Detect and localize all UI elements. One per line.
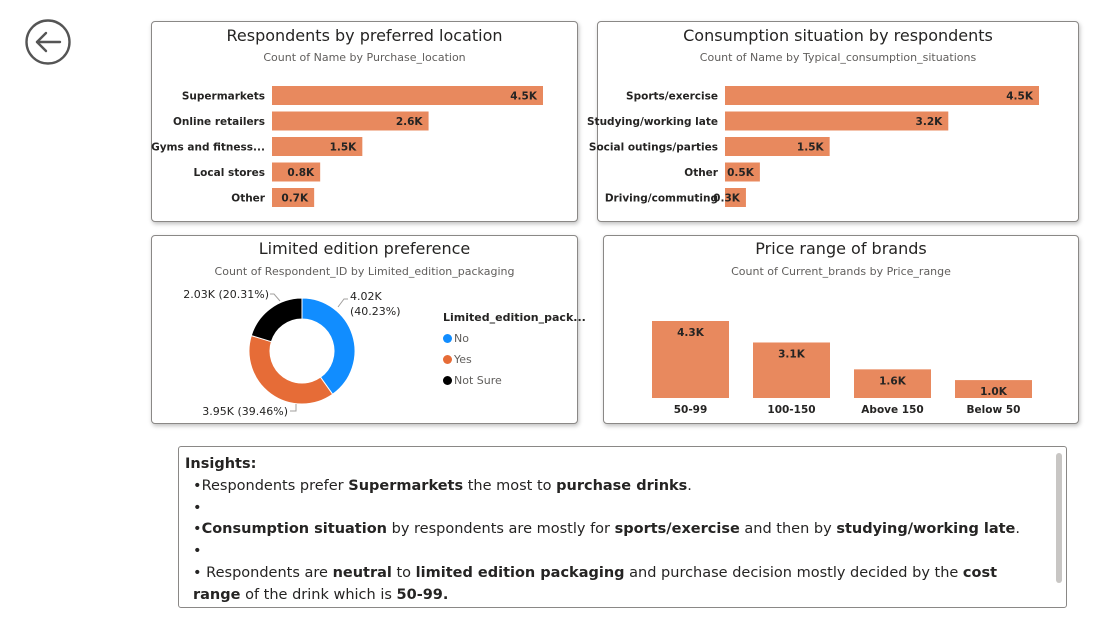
bar[interactable] bbox=[725, 137, 830, 156]
leader-line bbox=[290, 404, 297, 412]
legend-label: No bbox=[454, 332, 469, 345]
category-label: Local stores bbox=[193, 167, 265, 179]
limited-edition-chart-card[interactable]: Limited edition preference Count of Resp… bbox=[151, 235, 586, 424]
data-label: 0.7K bbox=[281, 193, 309, 205]
data-label: 2.6K bbox=[396, 116, 424, 128]
donut-slice[interactable] bbox=[250, 297, 303, 343]
category-label: 100-150 bbox=[767, 404, 815, 416]
chart-legend: Limited_edition_pack... No Yes Not Sure bbox=[443, 311, 586, 395]
consumption-bar-chart: Sports/exercise 4.5K Studying/working late… bbox=[587, 86, 1039, 207]
limited-edition-donut-chart: 4.02K (40.23%) 3.95K (39.46%) 2.03K (20.31%… bbox=[183, 288, 401, 418]
data-label: 3.2K bbox=[916, 116, 944, 128]
price-range-column-chart: 4.3K 50-99 3.1K 100-150 1.6K Above 150 1.0K Bel… bbox=[652, 321, 1032, 416]
category-label: Driving/commuting bbox=[605, 193, 718, 205]
category-label: Social outings/parties bbox=[589, 142, 718, 154]
data-label: 0.8K bbox=[287, 167, 315, 179]
legend-title: Limited_edition_pack... bbox=[443, 311, 586, 324]
chart-subtitle: Count of Respondent_ID by Limited_editio… bbox=[214, 265, 515, 278]
insight-item: •Respondents prefer Supermarkets the mos… bbox=[193, 477, 692, 494]
consumption-chart-card[interactable]: Consumption situation by respondents Cou… bbox=[587, 21, 1079, 222]
category-label: 50-99 bbox=[674, 404, 708, 416]
category-label: Below 50 bbox=[967, 404, 1021, 416]
bar[interactable] bbox=[272, 111, 429, 131]
data-label: 1.6K bbox=[879, 375, 907, 387]
data-label: 3.95K (39.46%) bbox=[202, 405, 288, 418]
location-chart-card[interactable]: Respondents by preferred location Count … bbox=[151, 21, 578, 222]
column-bar[interactable] bbox=[753, 342, 830, 398]
category-label: Other bbox=[684, 167, 719, 179]
data-label: 1.5K bbox=[797, 142, 825, 154]
chart-title: Consumption situation by respondents bbox=[683, 26, 993, 45]
legend-label: Yes bbox=[454, 353, 472, 366]
legend-item-no[interactable]: No bbox=[443, 332, 586, 345]
chart-title: Limited edition preference bbox=[258, 239, 471, 258]
category-label: Above 150 bbox=[861, 404, 923, 416]
bar[interactable] bbox=[272, 188, 315, 207]
bar[interactable] bbox=[725, 86, 1039, 105]
bar[interactable] bbox=[725, 111, 949, 131]
chart-subtitle: Count of Name by Typical_consumption_sit… bbox=[699, 51, 977, 64]
data-label: 4.5K bbox=[510, 91, 538, 103]
data-label: 1.0K bbox=[980, 386, 1008, 398]
data-label: 4.02K (40.23%) bbox=[350, 290, 401, 318]
category-label: Other bbox=[231, 193, 266, 205]
legend-dot-icon bbox=[443, 334, 452, 343]
donut-slice[interactable] bbox=[248, 334, 334, 405]
data-label: 3.1K bbox=[778, 348, 806, 360]
column-bar[interactable] bbox=[854, 369, 931, 398]
legend-item-yes[interactable]: Yes bbox=[443, 353, 586, 366]
bar[interactable] bbox=[725, 162, 760, 182]
data-label: 2.03K (20.31%) bbox=[183, 288, 269, 301]
legend-dot-icon bbox=[443, 355, 452, 364]
bar[interactable] bbox=[272, 86, 543, 105]
chart-subtitle: Count of Current_brands by Price_range bbox=[731, 265, 951, 278]
insights-title: Insights: bbox=[185, 456, 257, 472]
category-label: Studying/working late bbox=[587, 116, 718, 128]
column-bar[interactable] bbox=[955, 380, 1032, 398]
insights-box: Insights: •Respondents prefer Supermarke… bbox=[178, 446, 1067, 608]
scrollbar[interactable] bbox=[1056, 453, 1062, 583]
leader-line bbox=[270, 293, 281, 302]
category-label: Supermarkets bbox=[182, 91, 265, 103]
bar[interactable] bbox=[272, 137, 363, 156]
legend-label: Not Sure bbox=[454, 374, 502, 387]
insight-item: • bbox=[193, 499, 202, 516]
legend-dot-icon bbox=[443, 376, 452, 385]
location-bar-chart: Supermarkets 4.5K Online retailers 2.6K Gyms… bbox=[151, 86, 543, 207]
insight-item: •Consumption situation by respondents ar… bbox=[193, 521, 1020, 538]
legend-item-not-sure[interactable]: Not Sure bbox=[443, 374, 586, 387]
data-label: 1.5K bbox=[330, 142, 358, 154]
data-label: 4.3K bbox=[677, 327, 705, 339]
chart-subtitle: Count of Name by Purchase_location bbox=[263, 51, 466, 64]
column-bar[interactable] bbox=[652, 321, 729, 398]
insight-item: • Respondents are neutral to limited edi… bbox=[193, 564, 998, 603]
category-label: Gyms and fitness... bbox=[151, 142, 265, 154]
donut-slice[interactable] bbox=[301, 297, 356, 395]
bar[interactable] bbox=[272, 162, 321, 182]
insights-list: •Respondents prefer Supermarkets the mos… bbox=[185, 476, 1046, 607]
leader-line bbox=[337, 298, 348, 308]
chart-title: Respondents by preferred location bbox=[226, 26, 503, 45]
back-arrow-icon[interactable] bbox=[24, 18, 72, 66]
data-label: 0.3K bbox=[713, 193, 741, 205]
category-label: Online retailers bbox=[173, 116, 265, 128]
price-range-chart-card[interactable]: Price range of brands Count of Current_b… bbox=[603, 235, 1079, 424]
data-label: 4.5K bbox=[1006, 91, 1034, 103]
chart-title: Price range of brands bbox=[755, 239, 927, 258]
data-label: 0.5K bbox=[727, 167, 755, 179]
bar[interactable] bbox=[725, 188, 746, 207]
category-label: Sports/exercise bbox=[626, 91, 718, 103]
insight-item: • bbox=[193, 543, 202, 560]
